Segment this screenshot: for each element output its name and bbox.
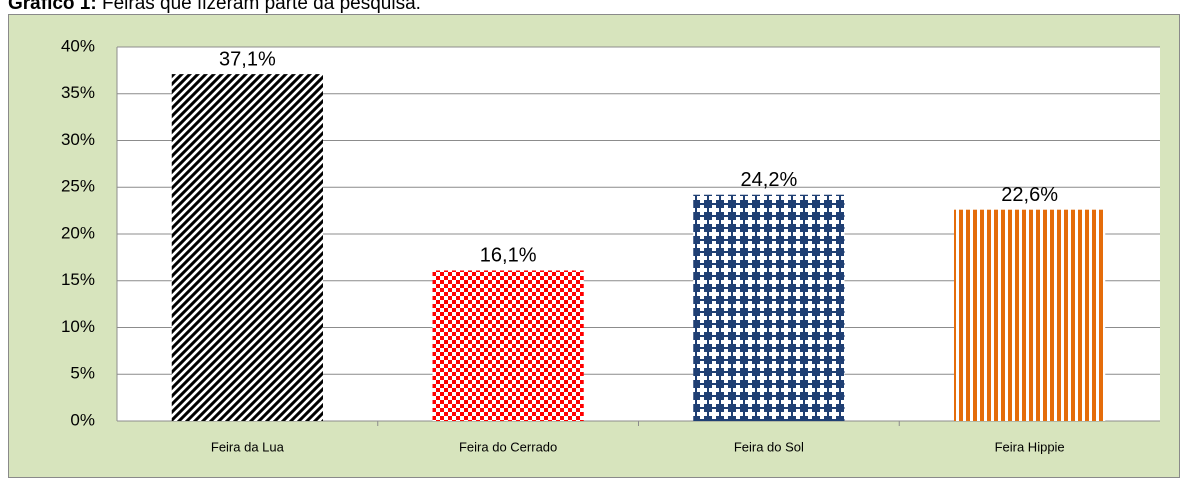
x-tick-label: Feira da Lua: [211, 439, 285, 454]
bar: [954, 209, 1106, 421]
chart-title: Gráfico 1: Feiras que fizeram parte da p…: [8, 0, 421, 14]
bar: [432, 270, 584, 421]
bar: [171, 74, 323, 422]
x-tick-label: Feira do Cerrado: [459, 439, 557, 454]
value-label: 24,2%: [741, 169, 798, 191]
value-label: 16,1%: [480, 245, 537, 267]
y-tick-label: 10%: [61, 317, 95, 336]
y-tick-label: 20%: [61, 223, 95, 242]
x-tick-label: Feira do Sol: [734, 439, 804, 454]
y-tick-label: 15%: [61, 270, 95, 289]
value-label: 37,1%: [219, 48, 276, 70]
x-tick-label: Feira Hippie: [995, 439, 1065, 454]
y-tick-label: 35%: [61, 83, 95, 102]
y-tick-label: 0%: [70, 410, 95, 429]
value-label: 22,6%: [1001, 184, 1058, 206]
y-tick-label: 30%: [61, 130, 95, 149]
y-tick-label: 40%: [61, 36, 95, 55]
title-text: Feiras que fizeram parte da pesquisa.: [102, 0, 421, 14]
y-tick-label: 25%: [61, 177, 95, 196]
y-tick-label: 5%: [70, 364, 95, 383]
title-label: Gráfico 1:: [8, 0, 97, 14]
bar: [693, 194, 845, 421]
